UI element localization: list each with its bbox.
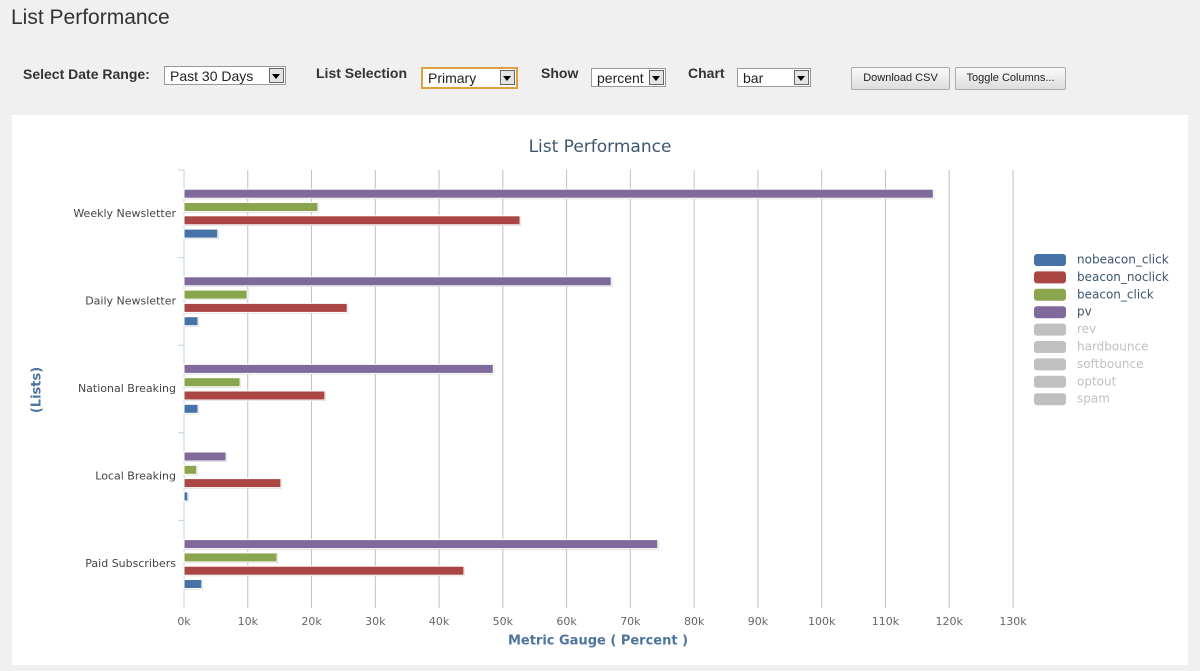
legend-swatch: [1034, 375, 1066, 388]
y-tick-label: Paid Subscribers: [85, 557, 176, 570]
x-tick-label: 60k: [556, 615, 577, 628]
bar: [183, 188, 934, 199]
control-label: List Selection: [316, 65, 408, 81]
legend-label: softbounce: [1077, 357, 1143, 371]
bar: [183, 579, 203, 589]
bar: [183, 491, 189, 502]
chart-title: List Performance: [529, 137, 672, 157]
control-label: Chart: [688, 65, 725, 81]
control-label: Show: [541, 65, 579, 81]
y-tick-label: Daily Newsletter: [85, 294, 176, 307]
x-tick-label: 30k: [365, 615, 386, 628]
x-tick-label: 80k: [684, 615, 705, 628]
bar: [183, 302, 348, 313]
x-tick-label: 70k: [620, 615, 641, 628]
x-tick-label: 40k: [429, 615, 450, 628]
x-tick-label: 50k: [493, 615, 514, 628]
bar: [183, 390, 326, 401]
x-tick-label: 120k: [936, 615, 964, 628]
legend-swatch: [1034, 288, 1066, 301]
legend-label: optout: [1077, 374, 1117, 388]
legend-swatch: [1034, 341, 1066, 353]
bar: [183, 478, 282, 489]
x-tick-label: 20k: [301, 615, 322, 628]
legend-label: beacon_noclick: [1077, 270, 1169, 284]
x-tick-label: 0k: [177, 615, 191, 628]
x-tick-label: 110k: [872, 615, 900, 628]
bar: [183, 403, 199, 414]
bar: [183, 464, 198, 475]
bar: [183, 451, 227, 462]
bar: [183, 552, 278, 563]
legend-swatch: [1034, 323, 1066, 336]
bar: [183, 289, 248, 300]
y-tick-label: Weekly Newsletter: [73, 207, 176, 220]
bar: [183, 565, 465, 576]
chart-select[interactable]: bar: [737, 68, 811, 87]
legend-label: hardbounce: [1077, 340, 1148, 354]
download-button[interactable]: Download CSV: [851, 67, 950, 90]
date-range-select[interactable]: Past 30 Days: [164, 66, 286, 85]
legend-swatch: [1034, 393, 1066, 406]
toggle-button[interactable]: Toggle Columns...: [955, 67, 1066, 90]
bar: [183, 215, 521, 226]
y-axis-title: (Lists): [30, 367, 45, 413]
x-axis-title: Metric Gauge ( Percent ): [508, 634, 688, 649]
legend-label: nobeacon_click: [1077, 253, 1169, 267]
bar: [183, 202, 319, 212]
page-title: List Performance: [11, 6, 170, 29]
y-tick-label: National Breaking: [78, 382, 176, 395]
x-tick-label: 130k: [999, 615, 1027, 628]
bar: [183, 377, 241, 388]
legend-swatch: [1034, 358, 1066, 371]
legend-label: rev: [1077, 322, 1096, 336]
legend-swatch: [1034, 254, 1066, 266]
list-select[interactable]: Primary: [421, 67, 518, 89]
x-tick-label: 90k: [748, 615, 769, 628]
bar: [183, 363, 494, 374]
control-label: Select Date Range:: [23, 66, 150, 82]
bar: [183, 316, 199, 327]
x-tick-label: 100k: [808, 615, 836, 628]
legend-label: pv: [1077, 305, 1092, 319]
y-tick-label: Local Breaking: [95, 470, 176, 483]
show-select[interactable]: percent: [591, 68, 666, 87]
legend-swatch: [1034, 271, 1066, 284]
bar: [183, 539, 659, 550]
legend-label: spam: [1077, 392, 1110, 406]
legend-label: beacon_click: [1077, 287, 1154, 301]
bar: [183, 276, 612, 287]
x-tick-label: 10k: [238, 615, 259, 628]
legend-swatch: [1034, 306, 1066, 319]
bar: [183, 228, 219, 239]
